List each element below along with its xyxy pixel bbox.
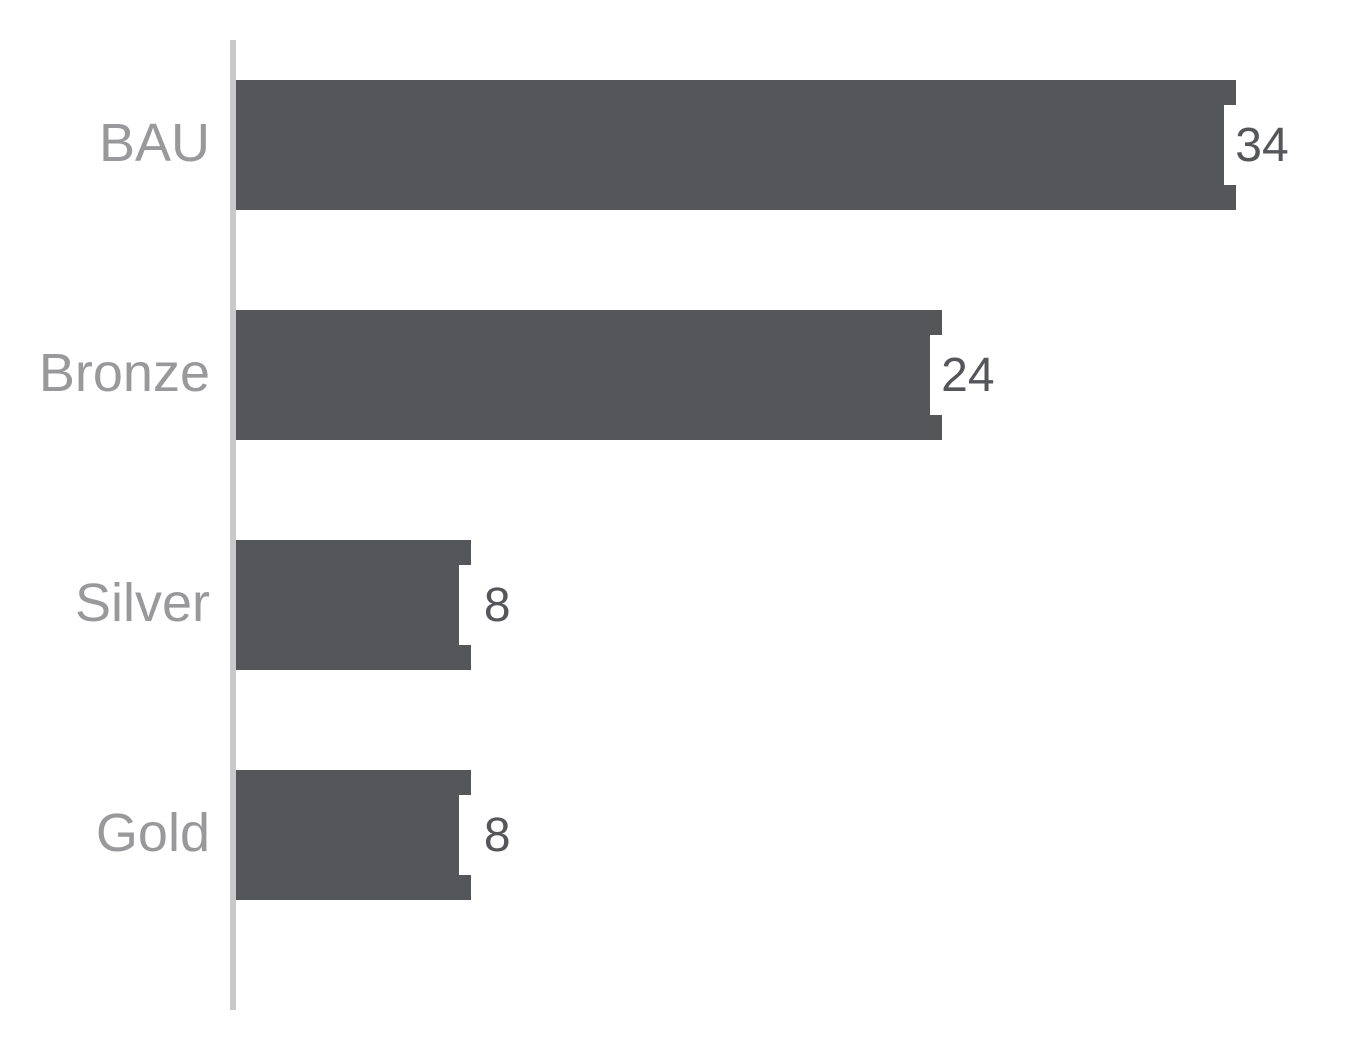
bar-chart: BAU 34 Bronze 24 Silver 8 Gold 8 [0,0,1360,1047]
value-label: 8 [459,565,535,645]
category-label: BAU [0,112,210,174]
bar [236,310,942,440]
bar [236,770,471,900]
chart-row: Gold 8 [0,770,1360,900]
category-label: Bronze [0,342,210,404]
chart-row: Silver 8 [0,540,1360,670]
bar [236,540,471,670]
category-label: Gold [0,802,210,864]
chart-row: Bronze 24 [0,310,1360,440]
bar [236,80,1236,210]
chart-row: BAU 34 [0,80,1360,210]
value-label: 24 [930,335,1006,415]
value-label: 8 [459,795,535,875]
value-label: 34 [1224,105,1300,185]
category-label: Silver [0,572,210,634]
